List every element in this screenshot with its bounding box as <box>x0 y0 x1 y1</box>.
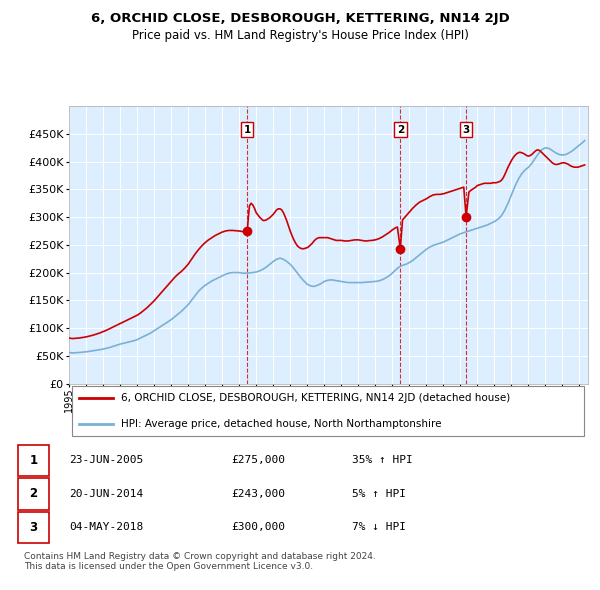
Text: 7% ↓ HPI: 7% ↓ HPI <box>352 523 406 532</box>
Text: HPI: Average price, detached house, North Northamptonshire: HPI: Average price, detached house, Nort… <box>121 419 442 429</box>
Text: 2: 2 <box>29 487 38 500</box>
Text: 3: 3 <box>463 124 470 135</box>
Text: 6, ORCHID CLOSE, DESBOROUGH, KETTERING, NN14 2JD: 6, ORCHID CLOSE, DESBOROUGH, KETTERING, … <box>91 12 509 25</box>
Text: 04-MAY-2018: 04-MAY-2018 <box>70 523 144 532</box>
Text: 2: 2 <box>397 124 404 135</box>
Text: 20-JUN-2014: 20-JUN-2014 <box>70 489 144 499</box>
FancyBboxPatch shape <box>18 512 49 543</box>
Text: Contains HM Land Registry data © Crown copyright and database right 2024.
This d: Contains HM Land Registry data © Crown c… <box>24 552 376 571</box>
Text: 35% ↑ HPI: 35% ↑ HPI <box>352 455 413 465</box>
FancyBboxPatch shape <box>18 478 49 510</box>
Text: £300,000: £300,000 <box>231 523 285 532</box>
Text: £275,000: £275,000 <box>231 455 285 465</box>
Text: 5% ↑ HPI: 5% ↑ HPI <box>352 489 406 499</box>
FancyBboxPatch shape <box>71 386 584 435</box>
Text: 6, ORCHID CLOSE, DESBOROUGH, KETTERING, NN14 2JD (detached house): 6, ORCHID CLOSE, DESBOROUGH, KETTERING, … <box>121 392 510 402</box>
Text: £243,000: £243,000 <box>231 489 285 499</box>
FancyBboxPatch shape <box>18 444 49 476</box>
Text: 3: 3 <box>29 521 38 534</box>
Text: 23-JUN-2005: 23-JUN-2005 <box>70 455 144 465</box>
Text: Price paid vs. HM Land Registry's House Price Index (HPI): Price paid vs. HM Land Registry's House … <box>131 30 469 42</box>
Text: 1: 1 <box>29 454 38 467</box>
Text: 1: 1 <box>244 124 251 135</box>
